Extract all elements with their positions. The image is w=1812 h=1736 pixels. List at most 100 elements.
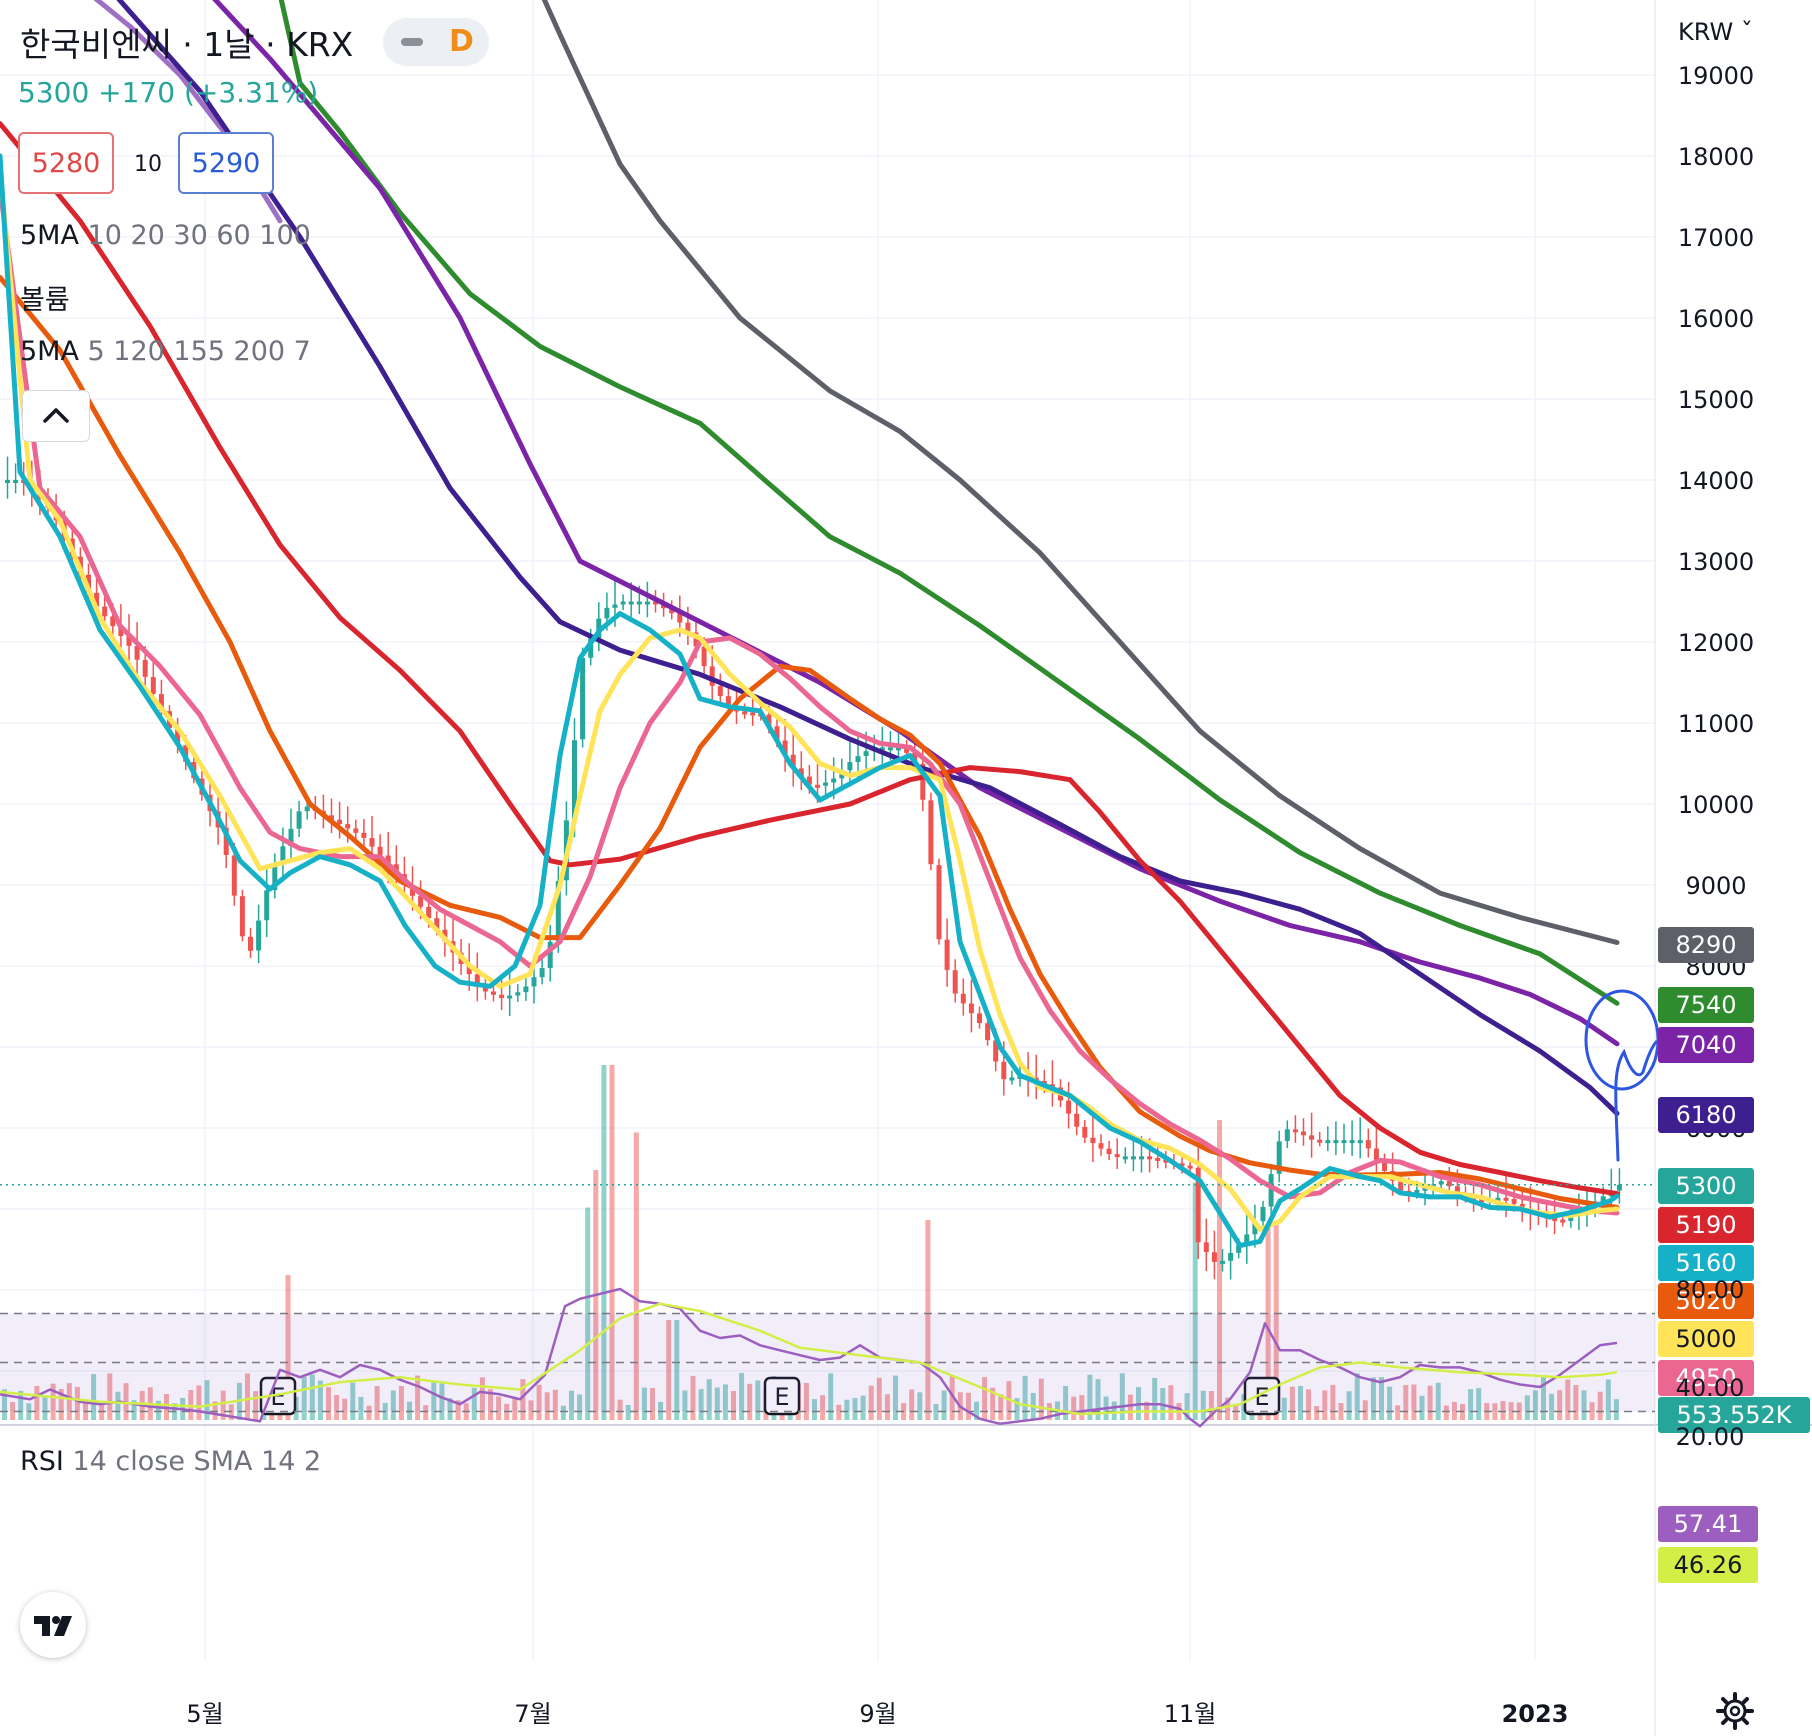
time-tick-label: 5월 [186,1700,223,1728]
candle [709,666,715,686]
price-label: 4950 [1658,1360,1754,1396]
candle [572,740,577,820]
indicator-name: 5MA [20,220,79,251]
candle [1220,1260,1225,1264]
candle [418,895,424,907]
volume-bar [1589,1402,1595,1420]
volume-bar [650,1388,655,1420]
volume-bar [1079,1395,1085,1420]
volume-bar [747,1383,753,1420]
volume-bar [204,1380,210,1420]
indicator-ma-legend[interactable]: 5MA 10 20 30 60 100 [20,220,311,251]
buy-price-button[interactable]: 5290 [178,132,274,194]
interval-toggle-button[interactable]: D [383,18,489,66]
rsi-ma-line [0,1302,1618,1416]
candle [466,964,472,975]
volume-bar [496,1396,502,1420]
candle [1511,1199,1517,1204]
volume-bar [536,1384,542,1420]
volume-bar [317,1380,323,1420]
candle [977,1013,982,1024]
volume-bar [601,1065,607,1420]
price-label-box [1658,1283,1754,1319]
price-label-text: 5300 [1675,1172,1736,1200]
time-tick-label: 2023 [1502,1700,1569,1728]
candle [1365,1140,1371,1149]
volume-bar [1451,1401,1457,1420]
volume-bar [949,1375,955,1420]
volume-bar [350,1382,356,1420]
collapse-legend-button[interactable] [22,390,90,442]
candle [717,686,723,697]
indicator-name: 5MA [20,336,79,367]
indicator-ma2-legend[interactable]: 5MA 5 120 155 200 7 [20,336,311,367]
candle [863,751,869,757]
volume-bar [828,1373,834,1420]
candle [1090,1137,1096,1144]
candle [855,756,861,762]
volume-bar [431,1381,437,1420]
price-label-box [1658,1321,1754,1357]
indicator-volume-legend[interactable]: 볼륨 [20,278,70,317]
price-label-box [1658,1207,1754,1243]
price-label-box [1658,1397,1810,1433]
price-label-text: 5000 [1675,1325,1736,1353]
volume-bar [447,1398,453,1420]
volume-bar [415,1375,421,1420]
candle [5,480,10,483]
price-label: 5020 [1658,1283,1754,1319]
price-tick-label: 18000 [1678,143,1754,171]
candle [1074,1113,1080,1127]
candle [936,865,942,940]
candle [798,768,804,777]
volume-bar [1038,1378,1044,1420]
candle [750,712,756,716]
volume-bar [820,1395,826,1420]
candle [231,855,237,896]
volume-bar [617,1399,623,1420]
rsi-tick-label: 80.00 [1676,1276,1745,1304]
candle [1301,1131,1306,1136]
volume-bar [66,1383,72,1420]
volume-bar [893,1375,898,1420]
volume-bar [1168,1385,1174,1420]
sell-price-button[interactable]: 5280 [18,132,114,194]
volume-bar [544,1392,550,1420]
volume-bar [1127,1394,1133,1420]
volume-bar [212,1401,218,1420]
candle [1228,1252,1234,1261]
candle [1503,1197,1509,1201]
candle [523,986,529,993]
indicator-params: 5 120 155 200 7 [87,336,311,367]
earnings-marker-label: E [270,1383,285,1411]
candle [1114,1154,1120,1158]
rsi-value-text: 46.26 [1674,1551,1743,1579]
volume-bar [1492,1403,1498,1420]
volume-bar [1281,1397,1287,1420]
symbol-title[interactable]: 한국비엔씨 · 1날 · KRX [20,25,354,64]
volume-bar [245,1373,250,1420]
price-label-box [1658,1027,1754,1063]
currency-selector[interactable]: KRW ˇ [1678,18,1753,46]
volume-bar [1063,1385,1069,1420]
volume-bar [1500,1400,1506,1420]
price-label: 5160 [1658,1245,1754,1281]
tradingview-logo[interactable] [20,1592,86,1658]
volume-bar [1565,1379,1571,1420]
volume-bar [455,1400,461,1420]
volume-bar [1354,1373,1360,1420]
price-tick-label: 12000 [1678,629,1754,657]
volume-bar [585,1207,591,1420]
candle [1066,1100,1072,1114]
indicator-name: 볼륨 [20,285,70,316]
candle [13,480,19,483]
volume-bar [1379,1377,1384,1420]
price-tick-label: 15000 [1678,386,1754,414]
settings-gear-icon[interactable] [1716,1692,1754,1730]
rsi-legend[interactable]: RSI 14 close SMA 14 2 [20,1446,321,1477]
indicator-name: RSI [20,1446,64,1477]
volume-bar [1597,1391,1603,1420]
candle [1276,1141,1282,1174]
volume-bar [220,1390,226,1420]
